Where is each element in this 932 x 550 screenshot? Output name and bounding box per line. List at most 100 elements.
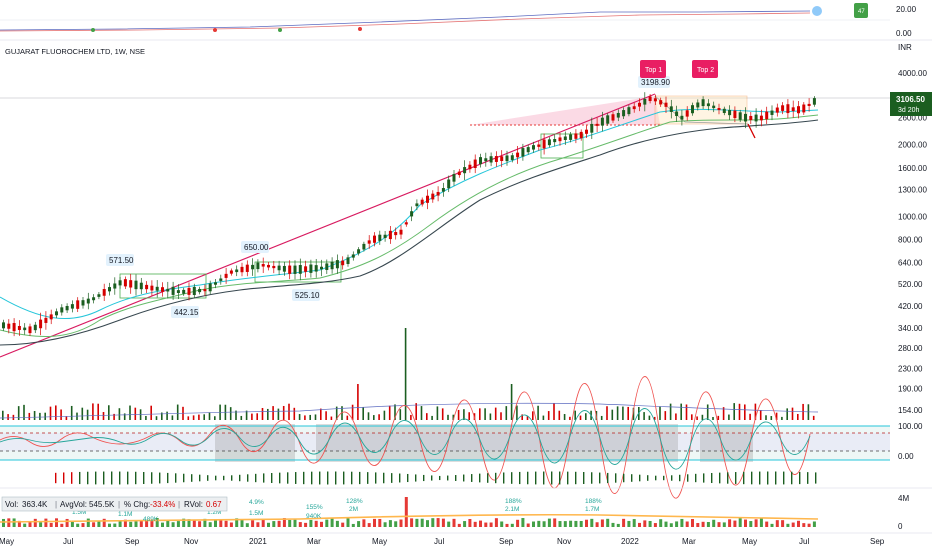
volume-bar xyxy=(812,415,815,420)
momentum-bar xyxy=(687,474,689,482)
candle xyxy=(282,265,286,272)
momentum-bar xyxy=(679,474,681,482)
volume-panel-bar xyxy=(786,523,790,527)
momentum-bar xyxy=(567,471,569,485)
volume-annotation: 155% xyxy=(306,504,323,511)
volume-bar xyxy=(330,416,333,420)
volume-panel-bar xyxy=(479,520,482,527)
y-tick-label: 2000.00 xyxy=(898,141,927,150)
candle xyxy=(304,266,308,272)
volume-stats-label: Vol: xyxy=(5,500,18,509)
momentum-bar xyxy=(135,471,137,485)
volume-bar xyxy=(410,414,412,420)
candle xyxy=(394,231,398,236)
momentum-bar xyxy=(767,471,769,485)
momentum-bar xyxy=(703,473,705,483)
volume-panel-bar xyxy=(558,521,562,527)
volume-panel-bar xyxy=(680,518,684,527)
momentum-histogram xyxy=(55,471,817,485)
volume-panel-bar xyxy=(272,521,276,527)
y-tick-label: 190.00 xyxy=(898,384,923,393)
volume-panel-bar xyxy=(410,518,414,527)
volume-bar xyxy=(770,416,773,420)
volume-panel-bar xyxy=(622,518,626,527)
volume-bar xyxy=(701,414,704,420)
volume-panel-bar xyxy=(161,522,164,527)
price-label-high: 650.00 xyxy=(244,243,269,252)
momentum-bar xyxy=(111,471,113,485)
volume-panel-bar xyxy=(468,519,472,527)
candle xyxy=(622,110,626,117)
candle xyxy=(187,287,191,295)
candle xyxy=(431,193,435,200)
volume-panel-bar xyxy=(399,519,403,527)
momentum-bar xyxy=(559,471,561,485)
volume-bar xyxy=(176,404,179,420)
volume-panel-bar xyxy=(505,523,509,527)
momentum-bar xyxy=(575,471,577,485)
volume-panel-bar xyxy=(139,520,143,527)
volume-panel-bar xyxy=(579,520,583,527)
volume-bar xyxy=(60,409,62,420)
momentum-bar xyxy=(639,474,641,482)
stoch-tick: 100.00 xyxy=(898,422,923,431)
momentum-bar xyxy=(647,475,649,481)
volume-bar xyxy=(145,415,147,420)
momentum-bar xyxy=(799,471,801,485)
candle xyxy=(108,287,111,292)
volume-bar xyxy=(33,410,36,420)
volume-stats-label: % Chg: xyxy=(124,500,150,509)
volume-bar xyxy=(44,412,46,420)
y-tick-label: 154.00 xyxy=(898,406,923,415)
volume-bar xyxy=(150,405,152,420)
volume-stats-rvol: 0.67 xyxy=(206,500,222,509)
volume-bar xyxy=(235,410,237,420)
volume-panel-bar xyxy=(489,522,493,527)
volume-bar xyxy=(426,413,428,420)
candle xyxy=(235,269,239,273)
momentum-bar xyxy=(191,474,193,482)
volume-panel-bar xyxy=(219,519,223,527)
volume-panel-bar xyxy=(696,523,700,527)
candle xyxy=(208,283,212,292)
volume-panel-bar xyxy=(728,519,732,527)
volume-panel-bar xyxy=(537,520,541,527)
momentum-bar xyxy=(591,472,593,484)
momentum-bar xyxy=(447,475,449,481)
volume-stats-separator: | xyxy=(55,500,57,509)
momentum-bar xyxy=(327,471,329,485)
volume-panel-bar xyxy=(325,519,329,527)
volume-panel-bar xyxy=(267,522,270,527)
candle xyxy=(781,105,785,111)
momentum-bar xyxy=(383,472,385,484)
volume-panel-bar xyxy=(245,523,249,527)
volume-panel-bar xyxy=(404,497,408,527)
volume-bar xyxy=(479,408,481,420)
candle xyxy=(129,280,133,288)
candle xyxy=(102,288,106,296)
volume-bar xyxy=(500,412,502,420)
candle xyxy=(325,263,329,271)
candle xyxy=(436,191,440,196)
candle xyxy=(298,265,302,274)
candle xyxy=(39,319,43,329)
volume-panel-bar xyxy=(203,518,207,527)
volume-bar xyxy=(346,415,349,420)
volume-bar xyxy=(420,406,423,420)
volume-bar xyxy=(516,405,518,420)
candle xyxy=(404,222,408,225)
volume-bar xyxy=(457,409,460,420)
volume-panel-bar xyxy=(251,520,255,527)
momentum-bar xyxy=(263,473,265,483)
candle xyxy=(473,159,477,169)
candle xyxy=(553,139,557,143)
momentum-bar xyxy=(807,472,809,484)
volume-bar xyxy=(659,406,661,420)
volume-panel-bars xyxy=(2,497,816,527)
stoch-highlight xyxy=(700,424,753,462)
volume-annotation: 489K xyxy=(143,516,159,523)
volume-panel-bar xyxy=(420,518,424,527)
volume-bar xyxy=(669,403,672,420)
time-axis: May Jul Sep Nov 2021 Mar May Jul Sep Nov 2022 Mar Ma… xyxy=(0,537,885,546)
momentum-bar xyxy=(695,473,697,483)
